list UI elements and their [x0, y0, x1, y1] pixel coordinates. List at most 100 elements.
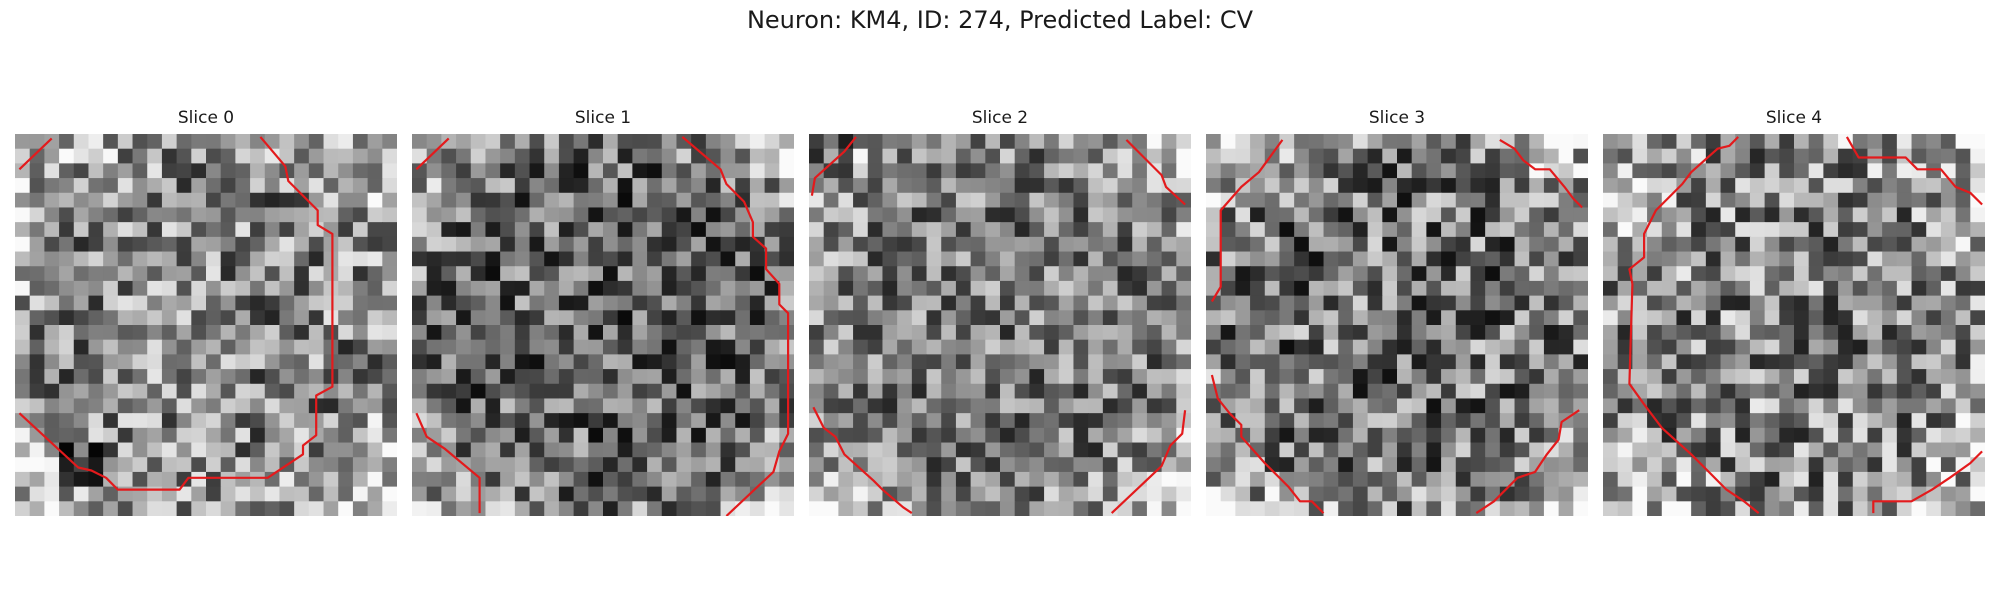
pixel: [720, 486, 736, 502]
pixel: [1676, 266, 1692, 282]
pixel: [691, 383, 707, 400]
pixel: [1499, 134, 1516, 150]
pixel: [764, 486, 780, 502]
pixel: [1970, 280, 1985, 297]
pixel: [1573, 222, 1588, 238]
pixel: [588, 354, 604, 370]
pixel: [1955, 222, 1971, 238]
pixel: [1279, 134, 1295, 150]
pixel: [1911, 354, 1927, 370]
pixel: [1279, 222, 1295, 238]
pixel: [897, 295, 913, 311]
slice-title: Slice 4: [1765, 108, 1823, 128]
pixel: [544, 383, 560, 400]
pixel: [955, 134, 972, 150]
pixel: [1514, 398, 1530, 414]
pixel: [1558, 486, 1574, 502]
pixel: [250, 236, 266, 253]
pixel: [1206, 413, 1222, 429]
pixel: [382, 339, 397, 355]
pixel: [338, 280, 354, 297]
pixel: [1382, 222, 1398, 238]
pixel: [1029, 325, 1045, 341]
pixel: [1911, 280, 1927, 297]
pixel: [1543, 427, 1560, 444]
pixel: [1367, 222, 1383, 238]
pixel: [147, 427, 163, 444]
pixel: [1838, 134, 1854, 150]
pixel: [1926, 163, 1942, 179]
pixel: [720, 339, 736, 355]
pixel: [573, 354, 589, 370]
pixel: [1632, 310, 1648, 326]
pixel: [1235, 325, 1251, 341]
pixel: [1455, 280, 1472, 297]
pixel: [1808, 471, 1824, 488]
pixel: [279, 207, 295, 223]
pixel: [485, 471, 501, 488]
pixel: [867, 280, 884, 297]
pixel: [367, 134, 383, 150]
pixel: [1058, 134, 1075, 150]
pixel: [1543, 148, 1560, 164]
pixel: [661, 295, 678, 311]
pixel: [1794, 413, 1810, 429]
pixel: [308, 501, 325, 516]
pixel: [926, 354, 942, 370]
pixel: [882, 207, 898, 223]
pixel: [1294, 501, 1310, 516]
pixel: [500, 442, 516, 458]
pixel: [73, 413, 90, 429]
pixel: [1367, 163, 1383, 179]
pixel: [1000, 339, 1016, 355]
pixel: [456, 222, 472, 238]
pixel: [897, 207, 913, 223]
pixel: [1911, 442, 1927, 458]
pixel: [235, 383, 251, 400]
pixel: [1029, 398, 1045, 414]
pixel: [588, 295, 604, 311]
pixel: [206, 280, 222, 297]
pixel: [647, 369, 663, 385]
pixel: [500, 339, 516, 355]
pixel: [1603, 457, 1619, 473]
pixel: [1161, 148, 1177, 164]
pixel: [441, 398, 457, 414]
pixel: [1808, 207, 1824, 223]
pixel: [853, 148, 869, 164]
pixel: [220, 134, 236, 150]
pixel: [1352, 251, 1369, 267]
pixel: [720, 266, 736, 282]
pixel: [88, 442, 104, 458]
pixel: [1543, 236, 1560, 253]
pixel: [897, 178, 913, 194]
pixel: [911, 236, 928, 253]
pixel: [1764, 310, 1780, 326]
pixel: [44, 266, 60, 282]
pixel: [632, 236, 648, 253]
pixel: [1470, 192, 1486, 209]
pixel: [132, 471, 148, 488]
pixel: [897, 339, 913, 355]
pixel: [367, 192, 383, 209]
pixel: [823, 192, 839, 209]
pixel: [1485, 383, 1501, 400]
pixel: [809, 251, 825, 267]
pixel: [1146, 325, 1163, 341]
pixel: [117, 266, 134, 282]
pixel: [1749, 222, 1766, 238]
pixel: [661, 413, 678, 429]
pixel: [426, 178, 442, 194]
pixel: [1294, 383, 1310, 400]
pixel: [73, 486, 90, 502]
pixel: [1499, 178, 1516, 194]
pixel: [882, 442, 898, 458]
pixel: [853, 236, 869, 253]
pixel: [441, 442, 457, 458]
pixel: [1397, 457, 1413, 473]
pixel: [426, 295, 442, 311]
pixel: [1426, 427, 1442, 444]
pixel: [705, 413, 722, 429]
pixel: [941, 486, 957, 502]
pixel: [367, 354, 383, 370]
